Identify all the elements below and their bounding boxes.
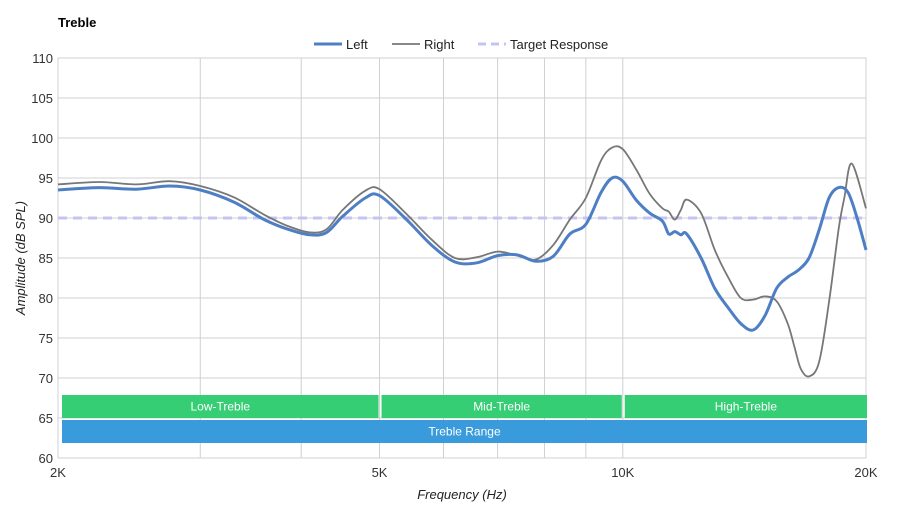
band-low-treble xyxy=(62,395,379,418)
y-tick-label: 110 xyxy=(32,51,53,66)
y-tick-label: 100 xyxy=(31,131,53,146)
range-bands: Low-Treble Mid-Treble High-Treble Treble Ra… xyxy=(62,395,867,443)
legend-label: Target Response xyxy=(510,37,608,52)
band-label: Low-Treble xyxy=(190,400,250,414)
y-tick-label: 90 xyxy=(39,211,53,226)
y-tick-label: 70 xyxy=(39,371,53,386)
x-tick-labels: 2K 5K 10K 20K xyxy=(50,465,878,480)
y-tick-labels: 60 65 70 75 80 85 90 95 100 105 110 xyxy=(31,51,53,466)
series-line-left xyxy=(57,175,868,332)
y-tick-label: 80 xyxy=(39,291,53,306)
chart-title: Treble xyxy=(58,15,96,30)
y-tick-label: 65 xyxy=(39,411,53,426)
x-tick-label: 20K xyxy=(854,465,877,480)
y-tick-label: 105 xyxy=(31,91,53,106)
gridlines xyxy=(58,58,866,458)
band-mid-treble xyxy=(381,395,622,418)
y-axis-label: Amplitude (dB SPL) xyxy=(13,201,28,316)
legend-label: Left xyxy=(346,37,368,52)
band-treble-range xyxy=(62,420,867,443)
band-label: Mid-Treble xyxy=(473,400,530,414)
series-lines xyxy=(57,145,868,378)
y-tick-label: 75 xyxy=(39,331,53,346)
legend: Left Right Target Response xyxy=(314,37,608,52)
band-label: High-Treble xyxy=(715,400,778,414)
y-tick-label: 60 xyxy=(39,451,53,466)
legend-label: Right xyxy=(424,37,455,52)
x-tick-label: 5K xyxy=(372,465,388,480)
band-high-treble xyxy=(624,395,867,418)
series-line-right xyxy=(57,145,867,378)
x-tick-label: 10K xyxy=(611,465,634,480)
y-tick-label: 85 xyxy=(39,251,53,266)
y-tick-label: 95 xyxy=(39,171,53,186)
band-label: Treble Range xyxy=(428,425,501,439)
x-tick-label: 2K xyxy=(50,465,66,480)
x-axis-label: Frequency (Hz) xyxy=(417,487,507,502)
